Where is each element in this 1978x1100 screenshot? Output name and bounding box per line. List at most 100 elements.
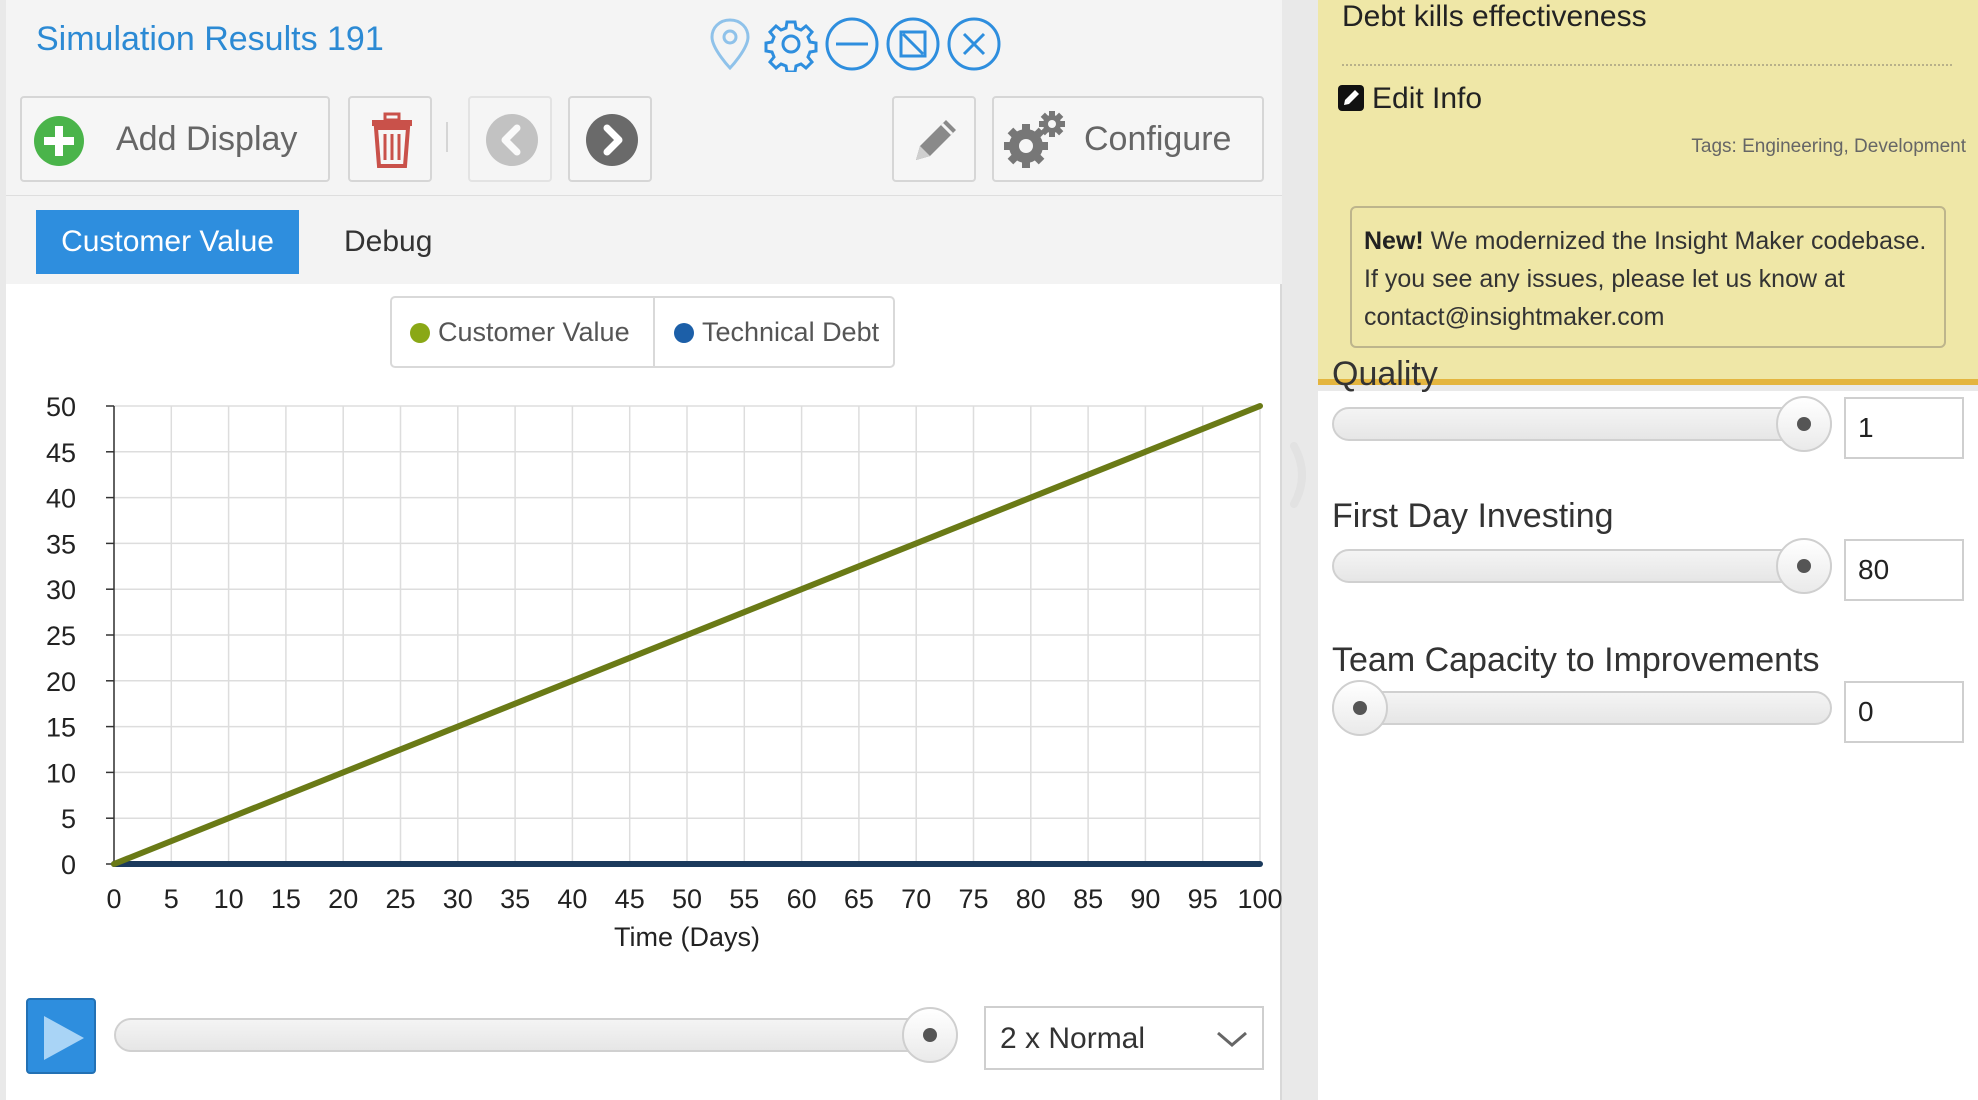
play-icon	[44, 1016, 84, 1060]
quality-slider-handle[interactable]	[1776, 396, 1832, 452]
delete-display-button[interactable]	[348, 96, 432, 182]
legend-dot-icon	[410, 323, 430, 343]
x-tick-label: 65	[844, 884, 874, 914]
notice-text: We modernized the Insight Maker codebase…	[1364, 227, 1927, 331]
x-tick-label: 70	[901, 884, 931, 914]
team-capacity-input[interactable]	[1844, 681, 1964, 743]
x-tick-label: 15	[271, 884, 301, 914]
legend-item-customer-value[interactable]: Customer Value	[410, 298, 630, 366]
gears-icon	[1004, 111, 1065, 168]
chevron-right-icon	[586, 114, 638, 166]
title-divider	[1342, 64, 1952, 66]
x-tick-label: 20	[328, 884, 358, 914]
results-toolbar: Add Display	[6, 84, 1282, 196]
chart-series	[111, 403, 1263, 867]
chevron-left-icon	[486, 114, 538, 166]
chevron-down-icon	[1217, 1031, 1247, 1047]
trash-icon	[372, 112, 412, 168]
y-tick-label: 15	[46, 713, 76, 743]
team-capacity-slider[interactable]	[1332, 691, 1832, 725]
configure-button[interactable]: Configure	[992, 96, 1264, 182]
y-tick-label: 50	[46, 392, 76, 422]
y-tick-label: 25	[46, 621, 76, 651]
x-tick-label: 60	[787, 884, 817, 914]
map-pin-icon[interactable]	[702, 16, 758, 72]
edit-display-button[interactable]	[892, 96, 976, 182]
edit-info-label: Edit Info	[1372, 82, 1483, 115]
parameter-sliders: Quality First Day Investing Team Capacit…	[1318, 355, 1978, 1100]
tab-debug[interactable]: Debug	[344, 225, 433, 258]
x-tick-label: 55	[729, 884, 759, 914]
panel-collapse-handle[interactable]	[1286, 440, 1314, 510]
x-tick-label: 40	[557, 884, 587, 914]
legend-dot-icon	[674, 323, 694, 343]
window-title: Simulation Results 191	[36, 20, 384, 58]
legend-label: Customer Value	[438, 317, 630, 347]
x-tick-label: 90	[1130, 884, 1160, 914]
legend-label: Technical Debt	[702, 317, 880, 347]
y-tick-label: 10	[46, 758, 76, 788]
pencil-icon	[916, 120, 956, 160]
param-label-quality: Quality	[1332, 355, 1438, 393]
y-tick-label: 20	[46, 667, 76, 697]
display-tabs: Customer Value Debug	[6, 196, 1282, 284]
y-tick-label: 30	[46, 575, 76, 605]
add-icon	[34, 116, 84, 166]
param-label-first-day-investing: First Day Investing	[1332, 497, 1614, 535]
tab-customer-value[interactable]: Customer Value	[36, 210, 299, 274]
x-tick-label: 35	[500, 884, 530, 914]
playback-slider-handle[interactable]	[902, 1007, 958, 1063]
x-tick-label: 0	[106, 884, 121, 914]
window-titlebar: Simulation Results 191	[6, 0, 1282, 84]
toolbar-separator	[446, 122, 448, 152]
x-tick-label: 85	[1073, 884, 1103, 914]
notice-box: New! We modernized the Insight Maker cod…	[1350, 206, 1946, 348]
gear-icon[interactable]	[763, 16, 819, 74]
x-tick-label: 50	[672, 884, 702, 914]
configure-label: Configure	[1084, 120, 1232, 158]
chevron-right-icon	[1290, 442, 1306, 508]
x-axis-title: Time (Days)	[614, 922, 760, 952]
edit-icon	[1338, 85, 1364, 111]
legend-item-technical-debt[interactable]: Technical Debt	[674, 298, 879, 366]
param-label-team-capacity: Team Capacity to Improvements	[1332, 641, 1820, 679]
close-icon[interactable]	[946, 16, 1002, 72]
series-line-customer-value	[111, 403, 1263, 867]
x-tick-label: 75	[958, 884, 988, 914]
quality-input[interactable]	[1844, 397, 1964, 459]
legend-divider	[653, 298, 655, 366]
first-day-investing-slider-handle[interactable]	[1776, 538, 1832, 594]
first-day-investing-slider[interactable]	[1332, 549, 1832, 583]
y-tick-label: 40	[46, 484, 76, 514]
y-tick-label: 5	[61, 804, 76, 834]
x-tick-label: 100	[1237, 884, 1282, 914]
x-tick-label: 45	[615, 884, 645, 914]
next-display-button[interactable]	[568, 96, 652, 182]
playback-slider[interactable]	[114, 1018, 956, 1052]
previous-display-button[interactable]	[468, 96, 552, 182]
x-tick-label: 25	[385, 884, 415, 914]
model-info-panel: Debt kills effectiveness Edit Info Tags:…	[1318, 0, 1978, 385]
model-tags: Tags: Engineering, Development	[1691, 136, 1966, 157]
x-tick-label: 80	[1016, 884, 1046, 914]
add-display-button[interactable]: Add Display	[20, 96, 330, 182]
speed-select[interactable]: 2 x Normal	[984, 1006, 1264, 1070]
play-button[interactable]	[26, 998, 96, 1074]
team-capacity-slider-handle[interactable]	[1332, 680, 1388, 736]
simulation-results-window: Simulation Results 191	[6, 0, 1282, 1100]
x-tick-label: 5	[164, 884, 179, 914]
first-day-investing-input[interactable]	[1844, 539, 1964, 601]
x-tick-label: 30	[443, 884, 473, 914]
x-tick-label: 95	[1188, 884, 1218, 914]
quality-slider[interactable]	[1332, 407, 1832, 441]
edit-info-link[interactable]: Edit Info	[1338, 82, 1482, 116]
line-chart: 0 5 10 15 20 25 30 35 40 45 50 55 60 65 70 75 80 85 90 95 10…	[46, 392, 1282, 952]
minimize-icon[interactable]	[824, 16, 880, 72]
chart-legend: Customer Value Technical Debt	[390, 296, 895, 368]
add-display-label: Add Display	[116, 120, 298, 158]
model-title: Debt kills effectiveness	[1342, 0, 1647, 33]
maximize-icon[interactable]	[885, 16, 941, 72]
x-tick-label: 10	[214, 884, 244, 914]
y-tick-label: 45	[46, 438, 76, 468]
y-tick-label: 0	[61, 850, 76, 880]
